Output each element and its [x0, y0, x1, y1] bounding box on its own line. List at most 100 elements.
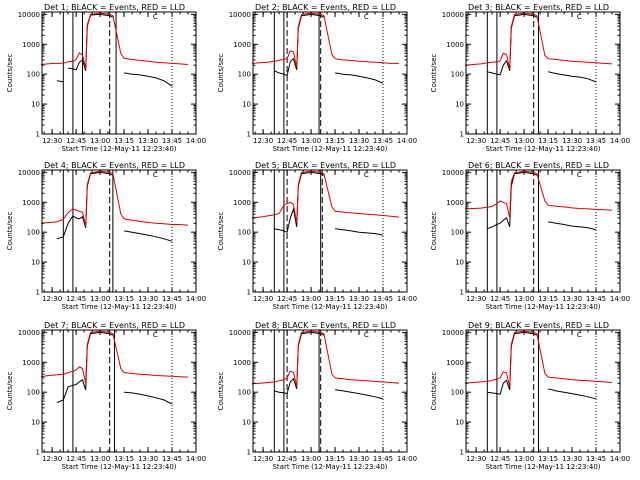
panel-title: Det 9; BLACK = Events, RED = LLD [468, 321, 609, 330]
y-axis-label: Counts/sec [430, 212, 438, 251]
x-tick-label: 13:00 [301, 455, 321, 463]
x-axis-label: Start Time (12-May-11 12:23:40) [272, 303, 387, 311]
events-series-line [274, 13, 384, 84]
x-tick-label: 13:30 [138, 137, 158, 145]
plot-frame [465, 11, 621, 135]
plot-frame [465, 329, 621, 453]
x-tick-label: 12:45 [277, 137, 297, 145]
x-tick-label: 12:30 [253, 455, 273, 463]
x-axis-label: Start Time (12-May-11 12:23:40) [272, 463, 387, 471]
x-tick-label: 13:00 [90, 295, 110, 303]
y-tick-label: 100 [27, 229, 40, 237]
panel-title: Det 6; BLACK = Events, RED = LLD [468, 161, 609, 170]
y-tick-label: 10000 [442, 11, 464, 19]
plot-frame [252, 329, 408, 453]
events-series-line [274, 331, 384, 400]
x-tick-label: 12:45 [490, 295, 510, 303]
panel-title: Det 8; BLACK = Events, RED = LLD [255, 321, 396, 330]
y-tick-label: 100 [451, 229, 464, 237]
y-tick-label: 1 [247, 449, 251, 457]
x-tick-label: 14:00 [397, 455, 417, 463]
y-tick-label: 1000 [233, 41, 251, 49]
x-tick-label: 13:45 [586, 295, 606, 303]
y-tick-label: 1 [460, 131, 464, 139]
inset-marker: C [153, 331, 158, 339]
x-tick-label: 13:00 [514, 137, 534, 145]
x-tick-label: 12:45 [66, 455, 86, 463]
y-tick-label: 10000 [229, 11, 251, 19]
panel-title: Det 5; BLACK = Events, RED = LLD [255, 161, 396, 170]
x-tick-label: 14:00 [610, 295, 630, 303]
y-tick-label: 1000 [233, 199, 251, 207]
panel-title: Det 7; BLACK = Events, RED = LLD [44, 321, 185, 330]
x-axis-label: Start Time (12-May-11 12:23:40) [485, 145, 600, 153]
y-tick-label: 100 [27, 71, 40, 79]
x-tick-label: 12:30 [466, 137, 486, 145]
x-tick-label: 12:30 [466, 455, 486, 463]
events-series-line [487, 331, 597, 400]
y-tick-label: 10000 [229, 329, 251, 337]
panel-title: Det 3; BLACK = Events, RED = LLD [468, 3, 609, 12]
events-series-line [56, 331, 173, 405]
x-tick-label: 12:45 [490, 455, 510, 463]
x-tick-label: 13:00 [514, 295, 534, 303]
y-tick-label: 1 [460, 449, 464, 457]
y-tick-label: 10 [31, 101, 40, 109]
x-tick-label: 13:30 [562, 295, 582, 303]
x-tick-label: 14:00 [397, 137, 417, 145]
plot-frame [41, 329, 197, 453]
inset-marker: C [364, 331, 369, 339]
x-tick-label: 13:45 [373, 455, 393, 463]
y-tick-label: 1000 [22, 199, 40, 207]
x-tick-label: 12:45 [277, 455, 297, 463]
events-series-line [56, 171, 173, 242]
x-tick-label: 13:15 [538, 455, 558, 463]
x-tick-label: 13:45 [373, 295, 393, 303]
inset-marker: C [153, 13, 158, 21]
inset-marker: C [153, 171, 158, 179]
x-tick-label: 12:30 [466, 295, 486, 303]
x-tick-label: 13:00 [90, 137, 110, 145]
inset-marker: C [577, 331, 582, 339]
x-tick-label: 12:30 [42, 455, 62, 463]
x-tick-label: 12:30 [42, 295, 62, 303]
x-tick-label: 13:15 [325, 295, 345, 303]
plot-frame [252, 11, 408, 135]
y-axis-label: Counts/sec [6, 54, 14, 93]
y-tick-label: 10000 [18, 169, 40, 177]
y-tick-label: 100 [451, 389, 464, 397]
x-tick-label: 13:45 [586, 455, 606, 463]
inset-marker: C [364, 13, 369, 21]
y-tick-label: 1 [36, 449, 40, 457]
x-tick-label: 14:00 [186, 455, 206, 463]
x-tick-label: 13:00 [90, 455, 110, 463]
panel-title: Det 2; BLACK = Events, RED = LLD [255, 3, 396, 12]
y-tick-label: 1000 [446, 199, 464, 207]
y-tick-label: 10000 [442, 169, 464, 177]
x-tick-label: 12:45 [66, 295, 86, 303]
y-tick-label: 100 [27, 389, 40, 397]
lld-series-line [40, 12, 189, 69]
x-tick-label: 13:00 [301, 137, 321, 145]
x-tick-label: 13:45 [162, 455, 182, 463]
x-tick-label: 13:45 [373, 137, 393, 145]
plot-frame [252, 169, 408, 293]
y-axis-label: Counts/sec [430, 54, 438, 93]
x-tick-label: 13:45 [162, 295, 182, 303]
x-tick-label: 12:30 [253, 137, 273, 145]
x-tick-label: 14:00 [610, 455, 630, 463]
x-tick-label: 13:30 [349, 295, 369, 303]
x-tick-label: 13:15 [325, 455, 345, 463]
x-tick-label: 14:00 [186, 295, 206, 303]
y-tick-label: 10 [455, 259, 464, 267]
inset-marker: C [364, 171, 369, 179]
y-tick-label: 100 [238, 389, 251, 397]
y-tick-label: 1 [247, 131, 251, 139]
y-tick-label: 1 [247, 289, 251, 297]
x-tick-label: 13:30 [349, 137, 369, 145]
x-tick-label: 13:30 [562, 455, 582, 463]
